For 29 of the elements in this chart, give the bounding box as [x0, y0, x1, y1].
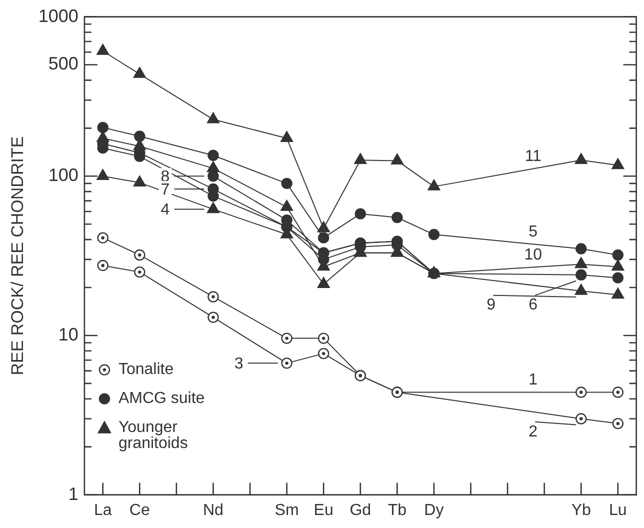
y-tick-label: 10: [58, 324, 78, 344]
x-tick-label: Dy: [424, 502, 444, 519]
x-tick-label: Lu: [609, 502, 627, 519]
annotation: 2: [528, 423, 538, 440]
annotation: 3: [234, 356, 244, 373]
y-axis-title: REE ROCK/ REE CHONDRITE: [8, 136, 27, 376]
legend-label: Tonalite: [118, 361, 174, 378]
y-tick-label: 1: [68, 484, 78, 504]
x-tick-label: Sm: [274, 502, 299, 519]
annotation: 4: [160, 202, 170, 219]
y-tick-label: 1000: [38, 6, 78, 26]
x-tick-label: Nd: [202, 502, 224, 519]
x-tick-label: La: [94, 502, 112, 519]
annotation: 5: [528, 224, 538, 241]
y-tick-label: 500: [48, 54, 78, 74]
legend-label: AMCG suite: [118, 390, 205, 408]
annotation: 1: [528, 372, 538, 389]
annotation: 11: [524, 148, 542, 166]
x-tick-label: Ce: [129, 502, 150, 519]
annotation: 9: [486, 296, 496, 314]
y-tick-label: 100: [48, 165, 78, 186]
legend-label: Younger granitoids: [118, 419, 188, 452]
x-tick-label: Eu: [314, 502, 334, 519]
x-tick-label: Yb: [571, 502, 591, 519]
annotation: 10: [524, 246, 542, 264]
x-tick-label: Tb: [388, 502, 407, 519]
x-tick-label: Gd: [350, 502, 372, 519]
annotation: 7: [160, 181, 170, 198]
annotation: 6: [528, 296, 538, 314]
